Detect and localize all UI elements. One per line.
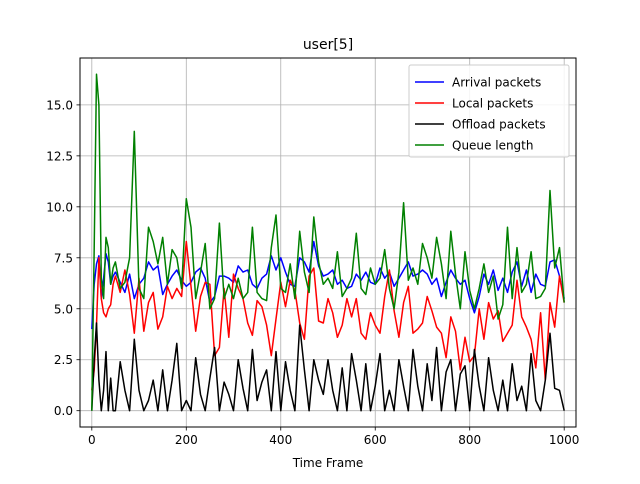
y-tick-label: 2.5: [54, 353, 73, 367]
x-tick-label: 0: [88, 433, 96, 447]
x-axis-label: Time Frame: [292, 456, 364, 470]
legend-label-0: Arrival packets: [452, 76, 541, 90]
legend-box: [408, 64, 570, 158]
y-tick-label: 15.0: [46, 98, 73, 112]
chart-title: user[5]: [303, 37, 353, 53]
legend-label-3: Queue length: [452, 139, 534, 153]
plot-frame: [79, 57, 577, 428]
y-tick-label: 12.5: [46, 149, 73, 163]
x-tick-label: 600: [364, 433, 387, 447]
y-tick-label: 0.0: [54, 404, 73, 418]
y-tick-label: 5.0: [54, 302, 73, 316]
legend: Arrival packets Local packets Offload pack…: [408, 64, 570, 158]
y-tick-label: 10.0: [46, 200, 73, 214]
series-line-3: [91, 73, 565, 411]
legend-label-2: Offload packets: [452, 118, 546, 132]
x-tick-label: 200: [175, 433, 198, 447]
y-tick-label: 7.5: [54, 251, 73, 265]
series-line-1: [91, 240, 565, 391]
series-line-0: [91, 240, 565, 330]
x-tick-label: 1000: [549, 433, 580, 447]
legend-label-1: Local packets: [452, 97, 533, 111]
x-tick-label: 800: [458, 433, 481, 447]
series-lines: [91, 73, 565, 412]
x-tick-label: 400: [269, 433, 292, 447]
axis-ticks: 0 200 400 600 800 1000 0.0 2.5 5.0 7.5 10.0 12.5 15.…: [46, 98, 579, 447]
series-line-2: [91, 322, 565, 412]
